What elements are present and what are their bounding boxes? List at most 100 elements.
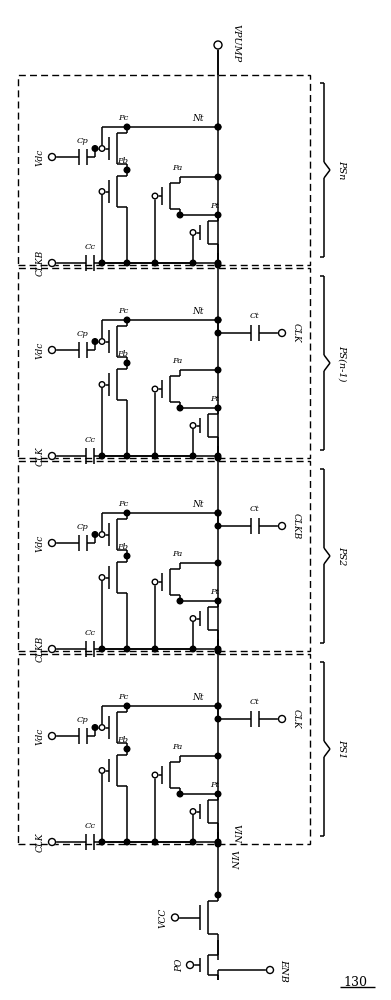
Text: Ct: Ct — [250, 698, 260, 706]
Circle shape — [48, 540, 56, 546]
Circle shape — [99, 768, 105, 773]
Text: Pb: Pb — [118, 736, 129, 744]
Text: CLKB: CLKB — [36, 250, 45, 276]
Text: Nt: Nt — [192, 114, 204, 123]
Circle shape — [99, 146, 105, 151]
Text: Pt: Pt — [210, 588, 219, 596]
Text: CLK: CLK — [36, 832, 45, 852]
Text: Pa: Pa — [172, 743, 182, 751]
Circle shape — [190, 839, 196, 845]
Circle shape — [215, 892, 221, 898]
Circle shape — [172, 914, 179, 921]
Text: Pa: Pa — [172, 164, 182, 172]
Circle shape — [190, 230, 196, 235]
Text: Nt: Nt — [192, 500, 204, 509]
Circle shape — [215, 703, 221, 709]
Circle shape — [215, 598, 221, 604]
Circle shape — [215, 260, 221, 266]
Circle shape — [124, 360, 130, 366]
Circle shape — [124, 167, 130, 173]
Circle shape — [152, 260, 158, 266]
Circle shape — [99, 382, 105, 387]
Circle shape — [152, 453, 158, 459]
Circle shape — [215, 841, 221, 847]
Circle shape — [124, 124, 130, 130]
Text: Pt: Pt — [210, 395, 219, 403]
Circle shape — [215, 262, 221, 268]
Circle shape — [177, 212, 183, 218]
Circle shape — [99, 453, 105, 459]
Circle shape — [215, 646, 221, 652]
Circle shape — [278, 716, 285, 722]
Circle shape — [99, 575, 105, 580]
Circle shape — [215, 174, 221, 180]
Circle shape — [190, 646, 196, 652]
Circle shape — [92, 146, 98, 151]
Circle shape — [48, 153, 56, 160]
Text: Pa: Pa — [172, 550, 182, 558]
Circle shape — [99, 532, 105, 537]
Circle shape — [215, 367, 221, 373]
Circle shape — [124, 453, 130, 459]
Text: 130: 130 — [343, 976, 367, 990]
Text: PSn: PSn — [337, 160, 346, 180]
Text: Ct: Ct — [250, 505, 260, 513]
Text: VCC: VCC — [158, 907, 167, 928]
Text: Pc: Pc — [118, 693, 128, 701]
Circle shape — [99, 646, 105, 652]
Circle shape — [215, 124, 221, 130]
Circle shape — [177, 791, 183, 797]
Circle shape — [152, 193, 158, 199]
Text: CLKB: CLKB — [36, 636, 45, 662]
Circle shape — [99, 839, 105, 845]
Text: Pb: Pb — [118, 543, 129, 551]
Circle shape — [124, 317, 130, 323]
Text: Vdc: Vdc — [36, 727, 45, 745]
Circle shape — [99, 189, 105, 194]
Circle shape — [215, 405, 221, 411]
Circle shape — [99, 339, 105, 344]
Circle shape — [124, 510, 130, 516]
Text: Cp: Cp — [77, 716, 89, 724]
Text: ENB: ENB — [280, 959, 289, 981]
Circle shape — [215, 510, 221, 516]
Circle shape — [190, 423, 196, 428]
Circle shape — [152, 646, 158, 652]
Text: Pa: Pa — [172, 357, 182, 365]
Circle shape — [177, 598, 183, 604]
Circle shape — [124, 260, 130, 266]
Text: CLK: CLK — [292, 323, 301, 343]
Circle shape — [124, 553, 130, 559]
Text: VPUMP: VPUMP — [231, 24, 240, 62]
Text: Pc: Pc — [118, 114, 128, 122]
Circle shape — [215, 124, 221, 130]
Circle shape — [215, 716, 221, 722]
Circle shape — [190, 453, 196, 459]
Circle shape — [124, 703, 130, 709]
Circle shape — [215, 648, 221, 654]
Circle shape — [152, 772, 158, 778]
Text: VIN: VIN — [228, 850, 237, 870]
Text: Cc: Cc — [84, 822, 95, 830]
Circle shape — [190, 809, 196, 814]
Text: PS2: PS2 — [337, 546, 346, 566]
Circle shape — [215, 791, 221, 797]
Circle shape — [92, 532, 98, 537]
Text: Nt: Nt — [192, 307, 204, 316]
Circle shape — [215, 839, 221, 845]
Text: PS(n-1): PS(n-1) — [337, 345, 346, 381]
Text: Pc: Pc — [118, 500, 128, 508]
Text: Pt: Pt — [210, 202, 219, 210]
Text: Cc: Cc — [84, 629, 95, 637]
Text: CLK: CLK — [36, 446, 45, 466]
Circle shape — [48, 452, 56, 460]
Text: Pb: Pb — [118, 157, 129, 165]
Circle shape — [190, 260, 196, 266]
Circle shape — [215, 212, 221, 218]
Circle shape — [48, 347, 56, 354]
Circle shape — [215, 330, 221, 336]
Text: Cc: Cc — [84, 243, 95, 251]
Circle shape — [215, 703, 221, 709]
Circle shape — [48, 259, 56, 266]
Text: VIN: VIN — [231, 824, 240, 844]
